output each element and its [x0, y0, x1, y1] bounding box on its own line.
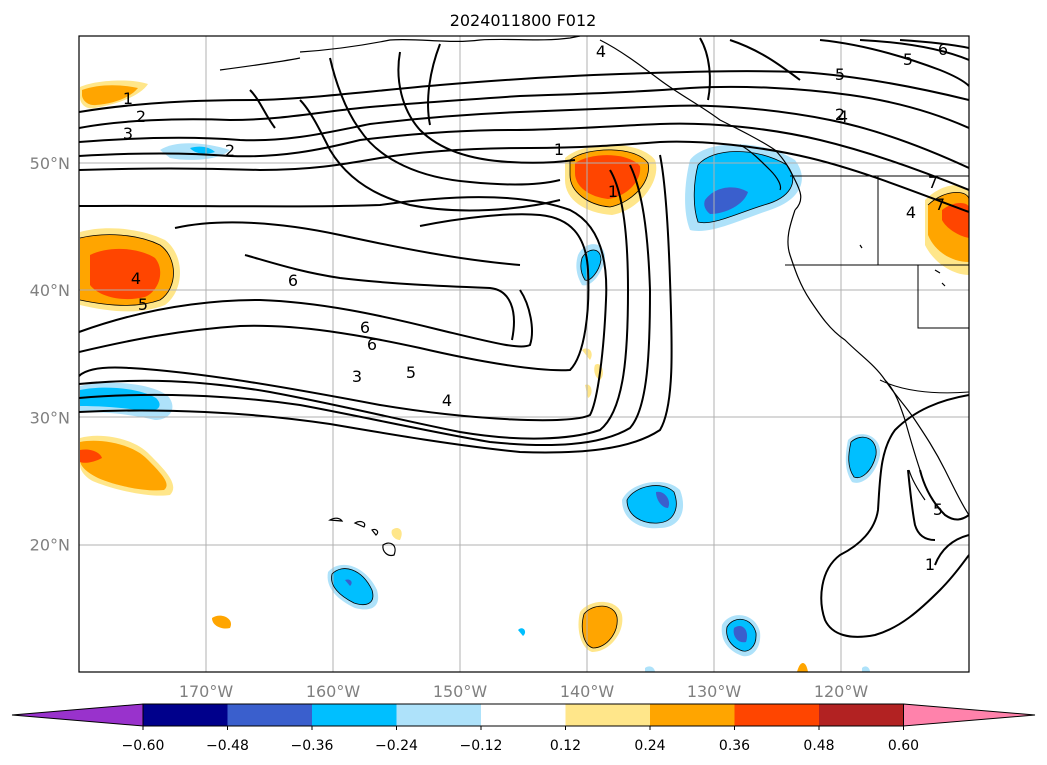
colorbar-tick-label: −0.12 — [460, 738, 503, 754]
positive-anomaly-areas — [80, 80, 969, 672]
contour-label: 6 — [367, 335, 377, 354]
lon-tick-label: 120°W — [814, 682, 869, 701]
latitude-axis: 50°N 40°N 30°N 20°N — [30, 154, 70, 555]
contour-label: 5 — [835, 65, 845, 84]
colorbar-tick-label: 0.48 — [803, 738, 834, 754]
lon-tick-label: 150°W — [433, 682, 488, 701]
contour-label: 2 — [835, 105, 845, 124]
lon-tick-label: 140°W — [560, 682, 615, 701]
ocean-background — [79, 36, 969, 672]
state-borders — [785, 175, 969, 394]
anomaly-outlines — [79, 149, 969, 652]
colorbar-tick-label: −0.36 — [291, 738, 334, 754]
contour-label: 6 — [938, 40, 948, 59]
colorbar-swatch — [481, 704, 566, 726]
contour-label: 4 — [442, 391, 452, 410]
lat-tick-label: 30°N — [30, 408, 70, 427]
figure-title: 2024011800 F012 — [450, 11, 597, 30]
contour-label: 2 — [225, 141, 235, 160]
colorbar-swatch — [227, 704, 313, 726]
colorbar-tick-label: 0.12 — [550, 738, 581, 754]
lon-tick-label: 160°W — [306, 682, 361, 701]
colorbar-extend-high — [903, 703, 1036, 727]
contour-label: 6 — [360, 318, 370, 337]
lat-tick-label: 50°N — [30, 154, 70, 173]
contour-label: 1 — [554, 140, 564, 159]
colorbar-tick-label: −0.24 — [375, 738, 418, 754]
colorbar-swatch — [143, 704, 228, 726]
contour-label: 5 — [903, 50, 913, 69]
longitude-axis: 170°W 160°W 150°W 140°W 130°W 120°W — [179, 682, 869, 701]
contour-label: 3 — [123, 124, 133, 143]
contour-label: 7 — [935, 195, 945, 214]
contour-label: 4 — [906, 203, 916, 222]
negative-anomaly-areas — [80, 143, 881, 672]
contour-label: 6 — [288, 271, 298, 290]
colorbar-tick-label: −0.60 — [122, 738, 165, 754]
colorbar: −0.60 −0.48 −0.36 −0.24 −0.12 0.12 0.24 0.36 0.4… — [11, 703, 1036, 754]
contour-label: 3 — [352, 367, 362, 386]
contour-label: 1 — [925, 555, 935, 574]
contour-label: 5 — [138, 295, 148, 314]
contour-label: 5 — [933, 500, 943, 519]
colorbar-swatch — [565, 704, 651, 726]
lat-tick-label: 20°N — [30, 536, 70, 555]
colorbar-tick-label: 0.24 — [634, 738, 665, 754]
contour-label: 1 — [608, 182, 618, 201]
lon-tick-label: 170°W — [179, 682, 234, 701]
contour-label: 5 — [406, 363, 416, 382]
colorbar-tick-label: 0.36 — [719, 738, 750, 754]
gridlines — [79, 36, 969, 672]
contour-label: 4 — [131, 269, 141, 288]
colorbar-tick-label: 0.60 — [888, 738, 919, 754]
speed-contours — [79, 37, 969, 638]
contour-label: 1 — [123, 89, 133, 108]
colorbar-swatch — [396, 704, 482, 726]
contour-label: 4 — [838, 107, 848, 126]
colorbar-swatch — [734, 704, 820, 726]
contour-label: 7 — [928, 173, 938, 192]
lat-tick-label: 40°N — [30, 281, 70, 300]
colorbar-swatch — [819, 704, 904, 726]
colorbar-swatch — [312, 704, 397, 726]
contour-label: 4 — [596, 42, 606, 61]
colorbar-frame — [142, 703, 904, 727]
colorbar-tick-label: −0.48 — [206, 738, 249, 754]
colorbar-extend-low — [11, 703, 144, 727]
colorbar-swatch — [650, 704, 735, 726]
map-frame — [78, 35, 970, 673]
contour-label: 2 — [136, 107, 146, 126]
lon-tick-label: 130°W — [687, 682, 742, 701]
